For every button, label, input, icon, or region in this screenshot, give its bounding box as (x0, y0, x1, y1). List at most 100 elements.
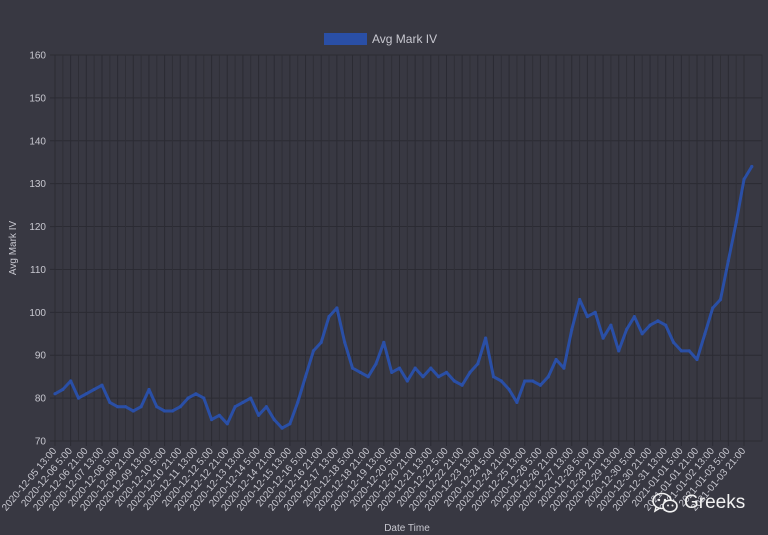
data-point (491, 375, 496, 379)
data-point (578, 297, 582, 302)
data-point (139, 405, 143, 409)
data-point (116, 405, 120, 409)
data-point (202, 396, 206, 400)
data-point (335, 306, 339, 310)
data-point (405, 379, 409, 383)
data-point (617, 349, 621, 353)
data-point (100, 383, 104, 387)
y-tick-label: 160 (29, 51, 46, 62)
wechat-icon (652, 492, 678, 513)
data-point (131, 409, 135, 413)
data-point (421, 375, 425, 379)
legend-label-avg-mark-iv: Avg Mark IV (372, 32, 437, 46)
data-point (123, 405, 128, 409)
y-axis-label: Avg Mark IV (8, 221, 19, 276)
data-point (437, 375, 441, 379)
data-point (217, 413, 221, 417)
data-point (476, 362, 480, 366)
data-point (288, 422, 292, 426)
legend[interactable]: Avg Mark IV (324, 32, 437, 46)
data-point (296, 400, 300, 404)
data-point (648, 323, 652, 327)
data-point (272, 418, 276, 422)
data-point (625, 327, 629, 332)
watermark: Greeks (652, 492, 745, 514)
data-point (460, 383, 464, 387)
data-point (163, 409, 167, 413)
data-point (593, 310, 597, 314)
data-point (632, 315, 637, 319)
data-point (382, 340, 386, 344)
data-point (664, 323, 668, 327)
data-point (601, 336, 605, 340)
plot-area (54, 54, 763, 442)
data-point (69, 379, 73, 383)
data-point (671, 340, 676, 344)
data-point (397, 366, 402, 370)
data-point (170, 409, 174, 413)
data-point (570, 327, 574, 332)
data-point (76, 396, 81, 400)
y-tick-label: 120 (29, 222, 46, 233)
data-point (264, 405, 268, 409)
data-point (249, 396, 253, 400)
data-point (92, 387, 96, 392)
data-point (538, 383, 543, 387)
y-axis-ticks: 70 80 90 100 110 120 130 140 150 160 (29, 51, 55, 448)
data-point (656, 319, 660, 323)
data-point (350, 366, 355, 370)
y-tick-label: 70 (35, 437, 47, 448)
data-point (178, 405, 182, 409)
y-tick-label: 80 (35, 394, 47, 405)
data-point (319, 340, 323, 344)
data-point (444, 370, 449, 374)
data-point (53, 392, 57, 396)
data-point (679, 349, 684, 353)
series-layer (53, 164, 754, 430)
data-point (703, 332, 707, 336)
data-point (468, 370, 472, 374)
legend-swatch-avg-mark-iv (324, 33, 367, 45)
data-point (734, 220, 738, 224)
data-point (726, 259, 730, 263)
data-point (233, 405, 237, 409)
data-point (562, 366, 566, 370)
y-tick-label: 130 (29, 179, 46, 190)
data-point (687, 349, 691, 353)
y-tick-label: 140 (29, 136, 46, 147)
data-point (585, 315, 590, 319)
data-point (640, 332, 644, 336)
data-point (484, 336, 488, 340)
data-point (241, 400, 245, 404)
data-point (61, 387, 65, 392)
grid-lines (54, 54, 763, 442)
data-point (280, 426, 284, 430)
data-point (108, 400, 112, 404)
series-line-avg-mark-iv (54, 165, 754, 430)
data-point (343, 340, 347, 344)
data-point (390, 370, 394, 374)
data-point (155, 405, 159, 409)
data-point (257, 413, 261, 417)
data-point (750, 164, 754, 169)
data-point (374, 362, 378, 366)
data-point (452, 379, 456, 383)
data-point (327, 315, 331, 319)
data-point (499, 379, 503, 383)
data-point (507, 387, 511, 392)
data-point (742, 177, 746, 181)
data-point (194, 392, 198, 396)
y-tick-label: 150 (29, 93, 46, 104)
data-point (147, 387, 151, 392)
data-point (523, 379, 527, 383)
y-tick-label: 100 (29, 308, 46, 319)
data-point (413, 366, 417, 370)
data-point (366, 375, 370, 379)
data-point (531, 379, 535, 383)
data-point (515, 400, 519, 404)
data-point (695, 357, 699, 362)
data-point (358, 370, 362, 374)
data-point (429, 366, 433, 370)
